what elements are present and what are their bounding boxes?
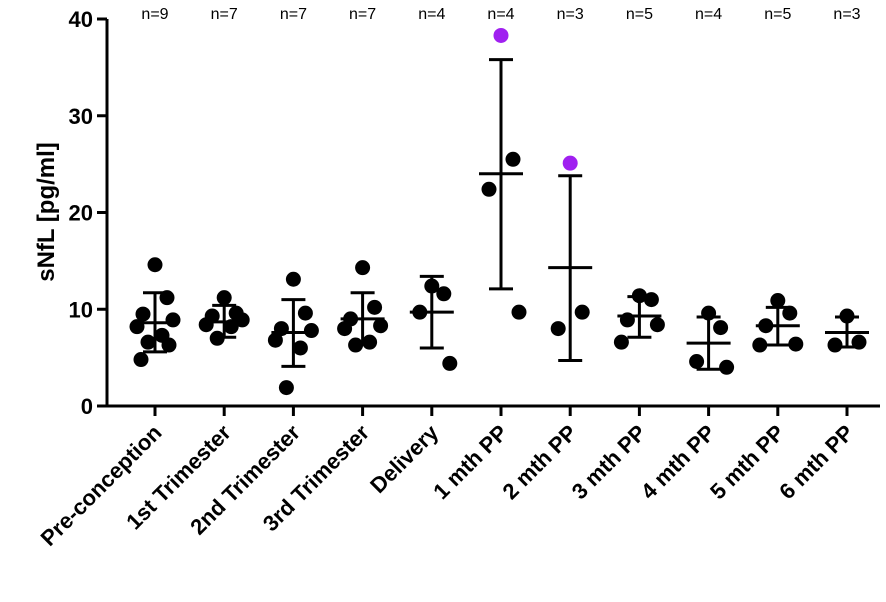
data-point <box>631 288 647 304</box>
data-point <box>161 337 177 353</box>
data-point <box>788 336 804 352</box>
data-point-highlighted <box>493 27 509 43</box>
data-point <box>412 304 428 320</box>
y-tick-label: 20 <box>69 201 93 226</box>
data-point <box>442 355 458 371</box>
data-point <box>511 304 527 320</box>
n-count-label: n=4 <box>487 6 514 23</box>
data-point <box>719 359 735 375</box>
y-tick-label: 40 <box>69 7 93 32</box>
x-tick-label: 2 mth PP <box>497 420 581 504</box>
data-point <box>216 290 232 306</box>
data-point <box>752 337 768 353</box>
y-ticks: 0 10 20 30 40 <box>69 7 107 419</box>
data-point <box>355 260 371 276</box>
data-point <box>198 317 214 333</box>
data-points <box>129 27 867 396</box>
x-tick-label: 1 mth PP <box>428 420 512 504</box>
data-point <box>574 304 590 320</box>
data-point <box>337 321 353 337</box>
data-point <box>436 286 452 302</box>
data-point <box>550 321 566 337</box>
data-point <box>209 330 225 346</box>
data-point <box>292 340 308 356</box>
y-axis-label: sNfL [pg/ml] <box>33 142 60 282</box>
data-point <box>303 323 319 339</box>
n-count-label: n=5 <box>626 6 653 23</box>
data-point <box>701 305 717 321</box>
data-point <box>278 380 294 396</box>
n-count-label: n=3 <box>557 6 584 23</box>
data-point <box>223 319 239 335</box>
data-point <box>273 321 289 337</box>
data-point <box>839 308 855 324</box>
data-point <box>140 334 156 350</box>
data-point <box>770 293 786 309</box>
n-count-label: n=4 <box>418 6 445 23</box>
x-tick-label: Pre-conception <box>36 420 167 551</box>
x-tick-label: 3 mth PP <box>567 420 651 504</box>
data-point <box>424 278 440 294</box>
y-tick-label: 30 <box>69 104 93 129</box>
data-point <box>362 334 378 350</box>
n-count-label: n=5 <box>764 6 791 23</box>
data-point <box>689 353 705 369</box>
data-point <box>297 305 313 321</box>
data-point <box>129 319 145 335</box>
data-point <box>851 334 867 350</box>
n-labels: n=9 n=7 n=7 n=7 n=4 n=4 n=3 n=5 n=4 n=5 n=3 <box>141 6 860 23</box>
data-point <box>619 312 635 328</box>
n-count-label: n=7 <box>349 6 376 23</box>
x-tick-label: 4 mth PP <box>636 420 720 504</box>
data-point <box>267 332 283 348</box>
data-point <box>649 317 665 333</box>
data-point <box>481 181 497 197</box>
data-point <box>165 312 181 328</box>
data-point <box>234 312 250 328</box>
data-point <box>348 337 364 353</box>
data-point <box>713 320 729 336</box>
data-point <box>147 257 163 273</box>
data-point <box>367 299 383 315</box>
data-point <box>285 271 301 287</box>
data-point <box>613 334 629 350</box>
n-count-label: n=7 <box>211 6 238 23</box>
data-point <box>782 305 798 321</box>
x-tick-label: 6 mth PP <box>774 420 858 504</box>
y-tick-label: 10 <box>69 297 93 322</box>
n-count-label: n=3 <box>833 6 860 23</box>
data-point <box>133 352 149 368</box>
n-count-label: n=7 <box>280 6 307 23</box>
data-point <box>159 290 175 306</box>
y-tick-label: 0 <box>81 394 93 419</box>
data-point <box>643 292 659 308</box>
data-point <box>827 337 843 353</box>
data-point <box>135 306 151 322</box>
data-point <box>505 151 521 167</box>
data-point <box>758 318 774 334</box>
n-count-label: n=4 <box>695 6 722 23</box>
x-tick-label: 5 mth PP <box>705 420 789 504</box>
data-point-highlighted <box>562 155 578 171</box>
data-point <box>373 318 389 334</box>
n-count-label: n=9 <box>141 6 168 23</box>
